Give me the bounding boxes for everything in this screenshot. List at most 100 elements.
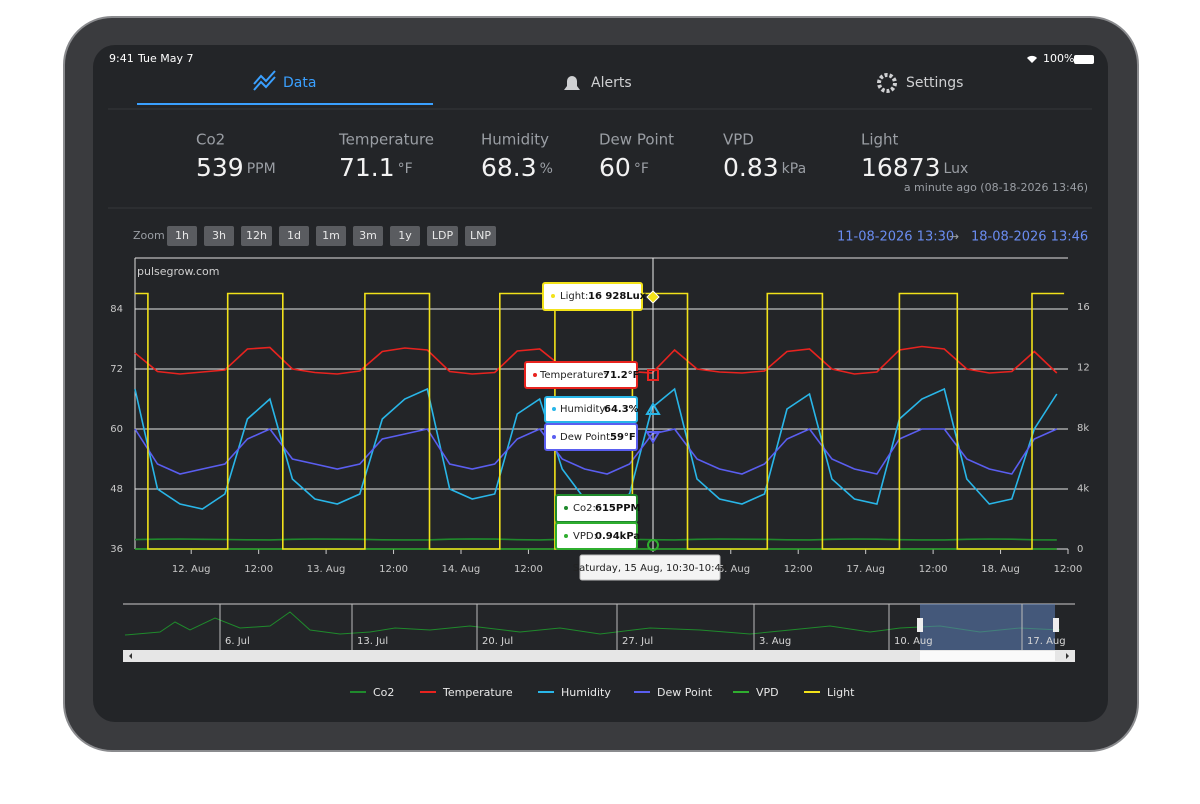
navigator-label: 20. Jul bbox=[482, 636, 513, 647]
navigator[interactable]: 6. Jul 13. Jul 20. Jul 27. Jul 3. Aug 10. Aug… bbox=[123, 603, 1075, 662]
status-time: 9:41 bbox=[109, 52, 134, 65]
tooltip-time-box bbox=[579, 554, 721, 581]
zoom-button[interactable] bbox=[204, 226, 234, 246]
y2-tick-label: 12 bbox=[1077, 363, 1090, 374]
y-tick-label: 36 bbox=[110, 544, 123, 555]
zoom-button[interactable] bbox=[353, 226, 383, 246]
stat-value: 539 bbox=[196, 153, 244, 182]
updated: a minute ago (08-18-2026 13:46) bbox=[904, 181, 1088, 194]
stat-value: 68.3 bbox=[481, 153, 537, 182]
tooltip-value: 64.3% bbox=[604, 404, 639, 415]
zoom-button[interactable] bbox=[465, 226, 496, 246]
legend-label[interactable]: Dew Point bbox=[657, 686, 713, 699]
navigator-handle[interactable] bbox=[1053, 618, 1059, 632]
stat-reading: 71.1 °F bbox=[339, 153, 413, 182]
zoom-button-label: LDP bbox=[432, 229, 454, 242]
navigator-line bbox=[124, 611, 1061, 636]
zoom-button-label: 3m bbox=[359, 229, 377, 242]
stat-reading: 16873 Lux bbox=[861, 153, 968, 182]
navigator-label: 6. Jul bbox=[225, 636, 250, 647]
tooltip-label: Light: bbox=[560, 291, 588, 302]
tooltip-box bbox=[542, 282, 643, 311]
tooltip-box bbox=[524, 361, 638, 389]
zoom-button-label: LNP bbox=[470, 229, 491, 242]
navigator-label: 3. Aug bbox=[759, 636, 791, 647]
hover-marker bbox=[645, 431, 661, 444]
tooltip-box bbox=[544, 396, 638, 423]
stat-reading: 68.3% bbox=[481, 153, 553, 182]
y2-tick-label: 16 bbox=[1077, 302, 1090, 313]
range-from[interactable]: 11-08-2026 13:30 bbox=[837, 230, 954, 245]
stat-label: Humidity bbox=[481, 131, 549, 149]
navigator-selection[interactable] bbox=[920, 604, 1055, 650]
stat-unit: kPa bbox=[782, 161, 807, 177]
legend-label[interactable]: Humidity bbox=[561, 686, 611, 699]
stat-label: VPD bbox=[723, 131, 754, 149]
zoom-button-label: 3h bbox=[212, 229, 226, 242]
stat-value: 71.1 bbox=[339, 153, 395, 182]
tooltip-dot bbox=[552, 435, 556, 439]
scrollbar-thumb[interactable] bbox=[920, 651, 1055, 661]
data-icon bbox=[253, 70, 276, 91]
x-tick-label: 12:00 bbox=[244, 564, 273, 575]
stat-reading: 60 °F bbox=[599, 153, 649, 182]
legend-label[interactable]: VPD bbox=[756, 686, 779, 699]
tooltip-label: VPD: bbox=[573, 531, 597, 542]
tab[interactable]: Settings bbox=[906, 75, 963, 91]
x-tick-label: 12:00 bbox=[514, 564, 543, 575]
tooltip-value: 16 928Lux bbox=[588, 291, 647, 302]
series-line bbox=[134, 428, 1058, 475]
legend-label[interactable]: Co2 bbox=[373, 686, 394, 699]
stat-unit: % bbox=[540, 161, 553, 177]
tooltip-dot bbox=[533, 373, 537, 377]
tooltip-time: Saturday, 15 Aug, 10:30-10:44 bbox=[573, 563, 727, 574]
stat-unit: °F bbox=[634, 161, 649, 177]
zoom-button[interactable] bbox=[390, 226, 420, 246]
zoom-button-label: 1m bbox=[322, 229, 340, 242]
zoom-button[interactable] bbox=[427, 226, 458, 246]
navigator-label: 10. Aug bbox=[894, 636, 933, 647]
range-to[interactable]: 18-08-2026 13:46 bbox=[971, 230, 1088, 245]
stat-unit: °F bbox=[398, 161, 413, 177]
tooltip-value: 59°F bbox=[610, 432, 636, 443]
legend-label[interactable]: Light bbox=[827, 686, 855, 699]
tooltip-box bbox=[544, 423, 638, 451]
zoom-buttons: 1h 3h 12h 1d 1m 3m 1y LDP LNP bbox=[167, 226, 496, 246]
x-tick-label: 12:00 bbox=[919, 564, 948, 575]
stat-reading: 539 PPM bbox=[196, 153, 276, 182]
legend-label[interactable]: Temperature bbox=[442, 686, 513, 699]
zoom-button-label: 1y bbox=[398, 229, 412, 242]
tab-underline bbox=[137, 103, 433, 105]
x-tick-label: 13. Aug bbox=[307, 564, 346, 575]
zoom-button[interactable] bbox=[167, 226, 197, 246]
zoom-button[interactable] bbox=[279, 226, 309, 246]
navigator-handle[interactable] bbox=[917, 618, 923, 632]
x-tick-label: 12:00 bbox=[379, 564, 408, 575]
navigator-label: 17. Aug bbox=[1027, 636, 1066, 647]
x-tick-label: 16. Aug bbox=[711, 564, 750, 575]
zoom-button[interactable] bbox=[316, 226, 346, 246]
tooltip-dot bbox=[552, 407, 556, 411]
x-tick-label: 12:00 bbox=[784, 564, 813, 575]
stat-value: 0.83 bbox=[723, 153, 779, 182]
zoom-button[interactable] bbox=[241, 226, 272, 246]
hover-marker bbox=[645, 402, 661, 415]
stat-label: Co2 bbox=[196, 131, 225, 149]
battery-icon bbox=[1074, 55, 1094, 64]
x-tick-label: 14. Aug bbox=[442, 564, 481, 575]
zoom-button-label: 12h bbox=[246, 229, 267, 242]
plot: 36 48 60 72 84 0 4k 8k 12 16 12. Aug 12:00 13. Aug 12… bbox=[110, 258, 1090, 575]
tooltip-dot bbox=[564, 506, 568, 510]
scrollbar[interactable] bbox=[123, 650, 1075, 662]
tab[interactable]: Data bbox=[283, 75, 316, 91]
status-battery: 100% bbox=[1043, 52, 1074, 65]
tab[interactable]: Alerts bbox=[591, 75, 632, 91]
x-tick-label: 18. Aug bbox=[981, 564, 1020, 575]
status-date: Tue May 7 bbox=[137, 52, 194, 65]
y-tick-label: 60 bbox=[110, 424, 123, 435]
stat-value: 16873 bbox=[861, 153, 941, 182]
tooltip-label: Co2: bbox=[573, 503, 596, 514]
wifi-icon bbox=[1027, 55, 1037, 63]
